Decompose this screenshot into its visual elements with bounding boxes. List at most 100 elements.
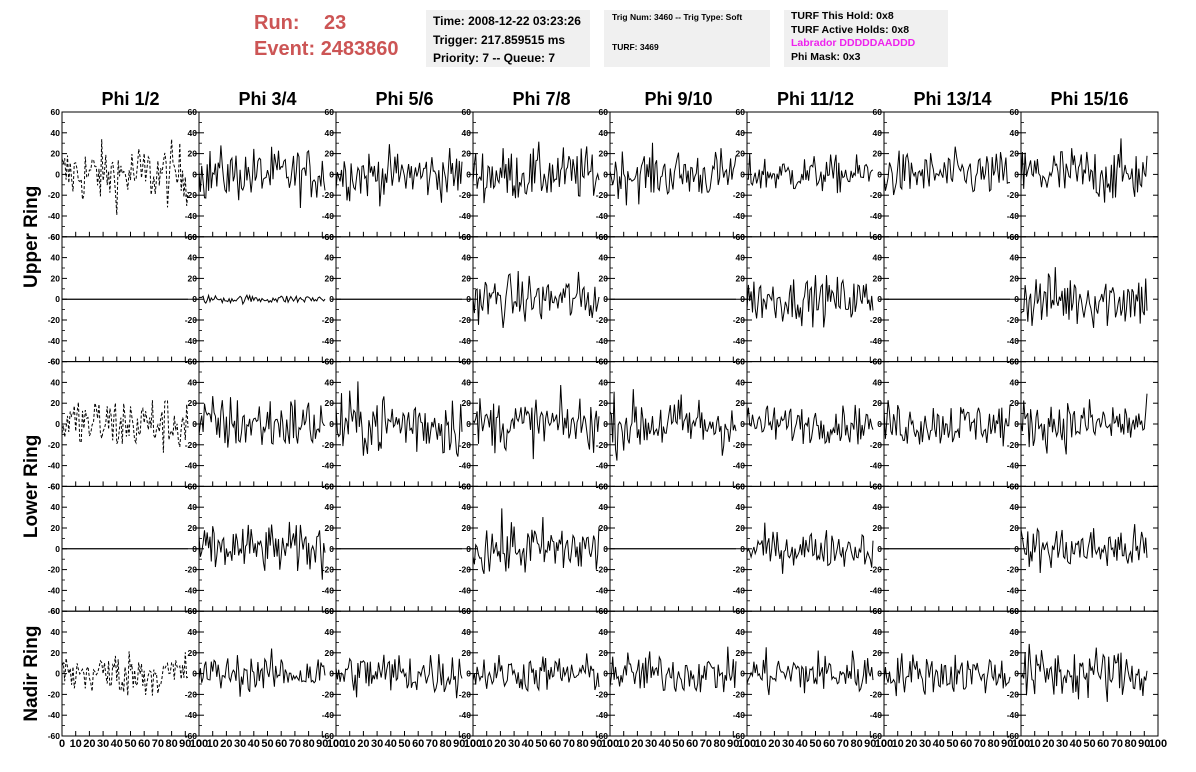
y-tick-label: 40: [51, 253, 61, 263]
y-tick-label: -60: [322, 731, 335, 741]
y-tick-label: -20: [459, 689, 472, 699]
x-tick-label: 40: [385, 738, 397, 750]
waveform-r1-c4: [472, 141, 600, 204]
y-tick-label: 20: [325, 523, 335, 533]
y-tick-label: 0: [55, 669, 60, 679]
y-tick-label: 40: [736, 128, 746, 138]
panel-frame-r3-c1: [61, 361, 200, 487]
x-tick-label: 10: [344, 738, 356, 750]
y-tick-label: 0: [740, 669, 745, 679]
x-tick-label: 50: [1083, 738, 1095, 750]
waveform-r4-c4: [472, 508, 600, 574]
y-tick-label: 40: [736, 627, 746, 637]
waveform-r5-c2: [198, 648, 326, 697]
y-tick-label: -20: [733, 689, 746, 699]
event-label: Event:: [254, 38, 316, 60]
waveform-r1-c3: [335, 144, 463, 207]
waveform-r1-c1: [61, 139, 189, 215]
y-tick-label: -20: [870, 565, 883, 575]
y-tick-label: -40: [870, 585, 883, 595]
y-tick-label: -20: [322, 440, 335, 450]
y-tick-label: 0: [603, 419, 608, 429]
y-tick-label: 20: [599, 398, 609, 408]
y-tick-label: 20: [188, 648, 198, 658]
x-tick-label: 90: [727, 738, 739, 750]
x-tick-label: 20: [83, 738, 95, 750]
column-header-1: Phi 1/2: [101, 89, 159, 109]
y-tick-label: -40: [48, 461, 61, 471]
y-tick-label: 40: [325, 128, 335, 138]
x-tick-label: 0: [881, 738, 887, 750]
y-tick-label: -40: [48, 336, 61, 346]
x-tick-label: 0: [1018, 738, 1024, 750]
y-tick-label: 40: [736, 377, 746, 387]
run-label: Run:: [254, 12, 300, 34]
x-tick-label: 80: [302, 738, 314, 750]
y-tick-label: -40: [596, 710, 609, 720]
x-tick-label: 30: [508, 738, 520, 750]
waveform-r3-c3: [335, 381, 463, 457]
y-tick-label: -20: [1007, 565, 1020, 575]
y-tick-label: -40: [48, 585, 61, 595]
y-tick-label: 20: [51, 648, 61, 658]
y-tick-label: 0: [466, 294, 471, 304]
y-tick-label: 0: [603, 294, 608, 304]
y-tick-label: -40: [870, 211, 883, 221]
waveform-r5-c3: [335, 654, 463, 699]
x-tick-label: 20: [631, 738, 643, 750]
priority-text: Priority: 7 -- Queue: 7: [433, 51, 556, 65]
y-tick-label: -60: [48, 232, 61, 242]
y-tick-label: 20: [873, 523, 883, 533]
y-tick-label: 60: [873, 481, 883, 491]
y-tick-label: 40: [1010, 253, 1020, 263]
y-tick-label: 20: [1010, 149, 1020, 159]
y-tick-label: 40: [873, 253, 883, 263]
y-tick-label: -60: [185, 731, 198, 741]
waveform-r5-c6: [746, 647, 874, 696]
y-tick-label: -20: [596, 190, 609, 200]
waveform-r2-c6: [746, 275, 874, 328]
y-tick-label: 60: [736, 232, 746, 242]
panel-frame-r2-c4: [472, 236, 611, 363]
y-tick-label: 40: [599, 502, 609, 512]
y-tick-label: -40: [733, 585, 746, 595]
ring-label-1: Upper Ring: [21, 186, 42, 288]
trigger-info-box: Trig Num: 3460 -- Trig Type: Soft TURF: …: [604, 10, 770, 67]
y-tick-label: 20: [462, 648, 472, 658]
y-tick-label: -20: [459, 440, 472, 450]
run-value: 23: [324, 12, 347, 34]
y-tick-label: 0: [740, 544, 745, 554]
y-tick-label: -60: [596, 731, 609, 741]
waveform-r2-c4: [472, 270, 600, 328]
column-header-2: Phi 3/4: [238, 89, 296, 109]
x-tick-label: 50: [946, 738, 958, 750]
y-tick-label: 20: [188, 149, 198, 159]
y-tick-label: 60: [51, 481, 61, 491]
y-tick-label: -40: [1007, 336, 1020, 346]
x-tick-label: 90: [453, 738, 465, 750]
y-tick-label: -40: [185, 336, 198, 346]
panel-frame-r3-c5: [609, 361, 748, 487]
y-tick-label: 40: [1010, 627, 1020, 637]
x-tick-label: 10: [481, 738, 493, 750]
x-tick-label: 40: [248, 738, 260, 750]
x-tick-label: 0: [59, 738, 65, 750]
y-tick-label: 60: [462, 232, 472, 242]
x-tick-label: 60: [275, 738, 287, 750]
y-tick-label: 40: [599, 627, 609, 637]
y-tick-label: 20: [51, 523, 61, 533]
x-tick-label: 50: [535, 738, 547, 750]
x-tick-label: 100: [327, 738, 345, 750]
x-tick-label: 20: [905, 738, 917, 750]
y-tick-label: 0: [740, 419, 745, 429]
y-tick-label: 0: [877, 294, 882, 304]
y-tick-label: -60: [870, 731, 883, 741]
y-tick-label: -20: [185, 190, 198, 200]
y-tick-label: -40: [1007, 710, 1020, 720]
y-tick-label: 0: [329, 169, 334, 179]
x-tick-label: 10: [892, 738, 904, 750]
y-tick-label: 40: [51, 627, 61, 637]
x-tick-label: 30: [919, 738, 931, 750]
waveform-r5-c7: [883, 653, 1011, 697]
panel-frame-r3-c6: [746, 361, 885, 487]
